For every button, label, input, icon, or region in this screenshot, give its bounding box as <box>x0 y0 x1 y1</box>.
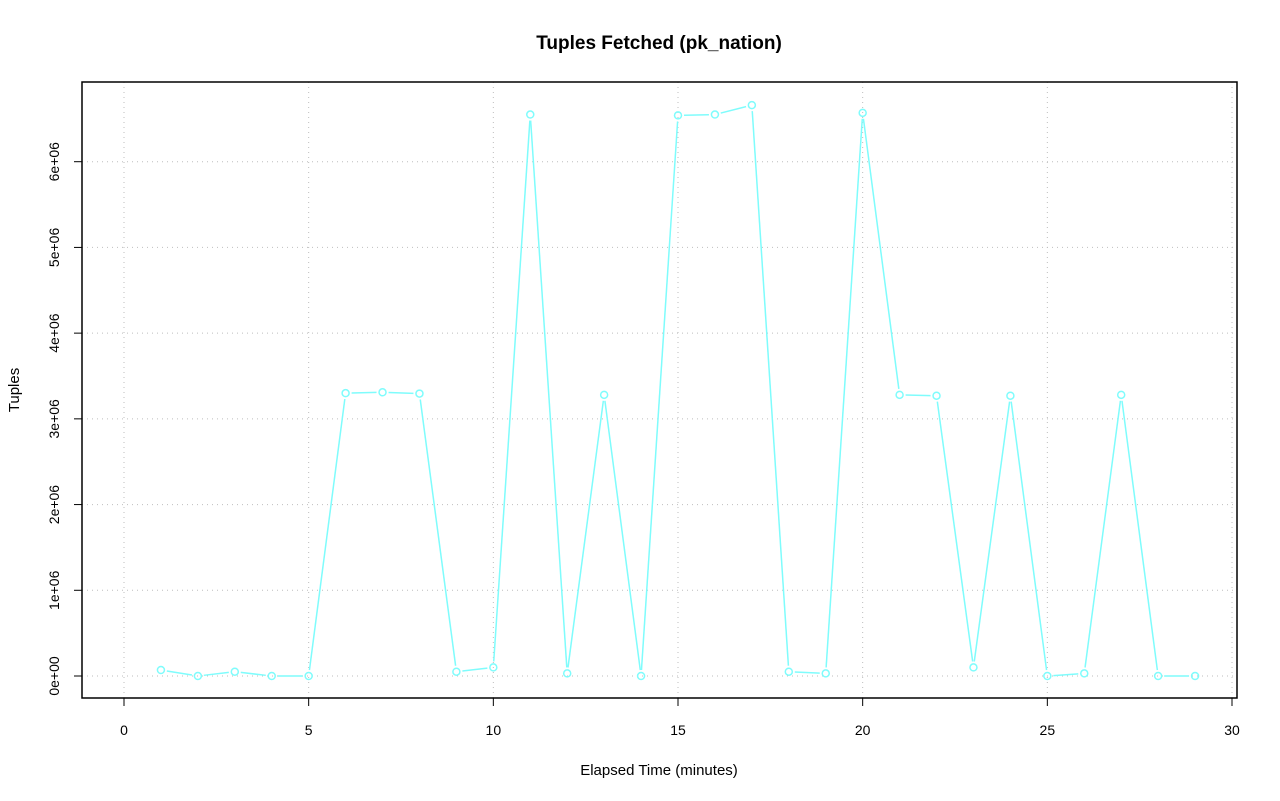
data-point <box>156 665 166 675</box>
data-point <box>341 388 350 398</box>
series-line-segment <box>308 398 346 671</box>
series-line-segment <box>240 671 266 677</box>
data-point <box>230 667 240 676</box>
x-tick-label: 5 <box>305 722 313 738</box>
data-point <box>452 667 461 676</box>
series-line-segment <box>351 391 377 394</box>
data-point <box>415 389 424 398</box>
data-point <box>969 663 978 672</box>
series-line-segment <box>720 105 747 114</box>
data-point <box>636 671 646 681</box>
data-point <box>710 110 720 119</box>
series-line-segment <box>1084 400 1122 668</box>
x-axis: 0 5 10 15 20 25 30 <box>120 698 1240 738</box>
series-line-segment <box>794 671 820 674</box>
data-point <box>858 108 867 118</box>
data-point <box>1153 671 1163 681</box>
series-line-segment <box>973 401 1011 662</box>
series-line-segment <box>862 118 900 389</box>
data-point <box>747 100 757 110</box>
series-line-segment <box>936 401 974 662</box>
series-line-segment <box>492 120 531 662</box>
y-tick-label: 3e+06 <box>46 399 62 439</box>
data-point <box>1006 391 1015 400</box>
x-tick-label: 15 <box>670 722 686 738</box>
x-tick-label: 10 <box>486 722 502 738</box>
data-point <box>1043 671 1052 681</box>
series-line-segment <box>166 670 193 676</box>
data-point <box>304 671 313 681</box>
data-points <box>156 100 1200 681</box>
series-line-segment <box>203 671 229 677</box>
data-point <box>895 390 904 400</box>
data-point <box>378 388 387 397</box>
series-line-segment <box>604 400 642 671</box>
series-line-segment <box>640 121 679 671</box>
series-line-segment <box>388 391 414 395</box>
x-tick-label: 0 <box>120 722 128 738</box>
data-point <box>526 110 535 119</box>
series-line-segment <box>529 120 568 668</box>
data-point <box>599 390 609 400</box>
x-tick-label: 30 <box>1224 722 1240 738</box>
data-point <box>267 671 276 681</box>
y-tick-label: 2e+06 <box>46 485 62 525</box>
data-point <box>193 671 203 681</box>
series-line-segment <box>905 394 931 397</box>
y-tick-label: 5e+06 <box>46 228 62 268</box>
data-point <box>673 111 683 120</box>
plot-frame <box>81 81 1238 699</box>
series-line-segment <box>751 111 790 666</box>
x-tick-label: 25 <box>1040 722 1056 738</box>
series-line-segment <box>825 118 864 668</box>
data-point <box>821 669 830 678</box>
y-axis-label: Tuples <box>6 368 23 412</box>
data-point <box>1190 671 1200 681</box>
series-line-segment <box>419 399 457 666</box>
y-axis: 0e+00 1e+06 2e+06 3e+06 4e+06 5e+06 6e+06 <box>46 142 82 696</box>
y-tick-label: 1e+06 <box>46 570 62 610</box>
data-point <box>784 667 794 676</box>
chart-title: Tuples Fetched (pk_nation) <box>536 33 782 54</box>
data-point <box>1116 390 1126 400</box>
data-point <box>932 391 941 400</box>
series-line-segment <box>1121 400 1159 671</box>
series-line-segment <box>567 400 605 668</box>
x-tick-label: 20 <box>855 722 871 738</box>
series-line-segment <box>1053 673 1079 677</box>
data-point <box>562 669 572 678</box>
data-point <box>489 663 498 672</box>
x-axis-label: Elapsed Time (minutes) <box>580 762 738 779</box>
series-line-segment <box>683 113 709 117</box>
y-tick-label: 0e+00 <box>46 656 62 696</box>
y-tick-label: 4e+06 <box>46 313 62 353</box>
data-point <box>1080 669 1089 678</box>
y-tick-label: 6e+06 <box>46 142 62 182</box>
series-line-segment <box>1010 401 1048 671</box>
series-line-segment <box>462 667 488 672</box>
series-line-group <box>166 105 1190 677</box>
